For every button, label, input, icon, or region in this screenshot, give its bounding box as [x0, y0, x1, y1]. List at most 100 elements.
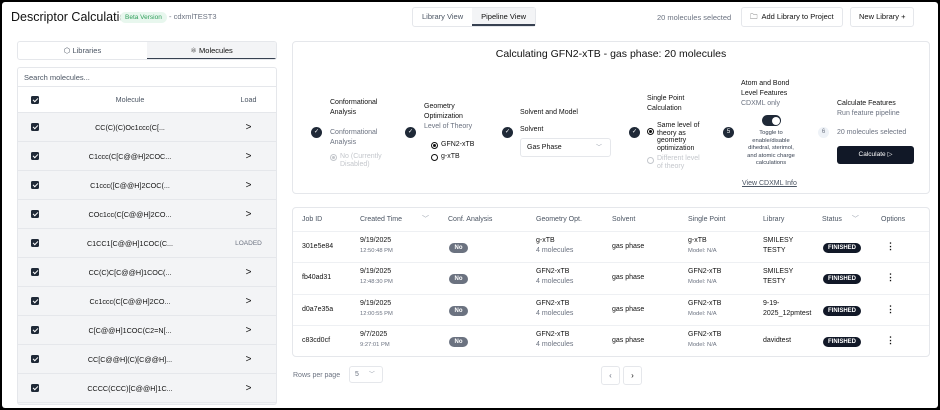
chevron-right-icon[interactable]: > — [245, 121, 252, 133]
more-options-icon[interactable]: ⋮ — [886, 272, 895, 282]
row-checkbox[interactable] — [31, 268, 39, 276]
solvent-select[interactable]: Gas Phase ﹀ — [520, 138, 611, 157]
conf-badge: No — [449, 337, 468, 347]
rows-per-page-select[interactable]: 5 ﹀ — [349, 366, 383, 383]
single-option-same[interactable]: Same level of theory as geometry optimizati… — [647, 122, 699, 152]
chevron-down-icon: ﹀ — [421, 216, 429, 223]
row-checkbox[interactable] — [31, 239, 39, 247]
step-calc-subtitle: Run feature pipeline — [837, 110, 900, 117]
molecule-row[interactable]: CC[C@@H](C)[C@@H]... > — [18, 345, 276, 374]
more-options-icon[interactable]: ⋮ — [886, 241, 895, 251]
tab-molecules[interactable]: ⚛ Molecules — [147, 42, 276, 59]
toggle-description: Toggle to enable/disable dihedral, sterimo… — [747, 130, 795, 166]
tab-libraries[interactable]: ⬡ Libraries — [63, 46, 102, 55]
smiles: CC[C@@H](C)[C@@H]... — [87, 354, 173, 364]
step-6-badge: 6 — [818, 127, 829, 138]
more-options-icon[interactable]: ⋮ — [886, 304, 895, 314]
chevron-right-icon[interactable]: > — [245, 179, 252, 191]
step-calc-title: Calculate Features — [837, 100, 896, 107]
molecule-row[interactable]: Cc1ccc(C[C@@H]2CO... > — [18, 287, 276, 316]
molecule-row[interactable]: CC(C)C[C@@H]1COC(... > — [18, 258, 276, 287]
column-created-time[interactable]: Created Time ﹀ — [360, 216, 429, 223]
geom-option-gxtb[interactable]: g-xTB — [431, 153, 460, 161]
molecule-row[interactable]: CC(C)(C)Oc1ccc(C[... > — [18, 113, 276, 142]
row-checkbox[interactable] — [31, 210, 39, 218]
add-library-button[interactable]: 🗀 Add Library to Project — [741, 7, 843, 27]
chevron-right-icon[interactable]: > — [245, 382, 252, 394]
geom-option-gfn2[interactable]: GFN2-xTB — [431, 141, 474, 149]
molecule-row[interactable]: CCCC(CCC)[C@@H]1C... > — [18, 374, 276, 403]
job-row[interactable]: fb40ad31 9/19/2025 12:48:30 PM No GFN2-xT… — [293, 263, 929, 295]
project-name: - cdxmlTEST3 — [169, 12, 217, 21]
next-page-button[interactable]: › — [623, 366, 642, 385]
column-status[interactable]: Status ﹀ — [822, 216, 859, 223]
pipeline-card: Calculating GFN2-xTB - gas phase: 20 mol… — [292, 41, 930, 194]
step-solvent-title: Solvent and Model — [520, 109, 578, 116]
sidebar-tabs: ⬡ Libraries ⚛ Molecules — [17, 41, 277, 60]
view-cdxml-info-link[interactable]: View CDXML Info — [742, 180, 797, 187]
column-load: Load — [240, 95, 257, 104]
chevron-down-icon: ﹀ — [595, 145, 602, 151]
chevron-right-icon[interactable]: > — [245, 208, 252, 220]
column-single-point: Single Point — [688, 216, 726, 223]
smiles: C1ccc(C[C@@H]2COC... — [88, 151, 172, 161]
calculate-button[interactable]: Calculate ▷ — [837, 146, 914, 164]
row-checkbox[interactable] — [31, 181, 39, 189]
chevron-right-icon[interactable]: > — [245, 324, 252, 336]
smiles: Cc1ccc(C[C@@H]2CO... — [89, 296, 171, 306]
molecule-table-header: Molecule Load — [18, 87, 276, 113]
job-row[interactable]: 301e5e84 9/19/2025 12:50:48 PM No g-xTB 4 … — [293, 232, 929, 263]
job-row[interactable]: d0a7e35a 9/19/2025 12:00:55 PM No GFN2-xT… — [293, 295, 929, 326]
column-geometry-opt: Geometry Opt. — [536, 216, 582, 223]
conf-option-no: No (Currently Disabled) — [330, 153, 382, 169]
job-row[interactable]: c83cd0cf 9/7/2025 9:27:01 PM No GFN2-xTB 4… — [302, 331, 895, 348]
pipeline-view-button[interactable]: Pipeline View — [472, 8, 536, 26]
row-checkbox[interactable] — [31, 297, 39, 305]
column-molecule: Molecule — [115, 95, 145, 104]
chevron-right-icon[interactable]: > — [245, 353, 252, 365]
molecule-row[interactable]: COc1cc(C[C@@H]2CO... > — [18, 200, 276, 229]
row-checkbox[interactable] — [31, 326, 39, 334]
selected-count: 20 molecules selected — [657, 13, 732, 22]
smiles: CC(C)(C)Oc1ccc(C[... — [95, 122, 165, 132]
pipeline-title: Calculating GFN2-xTB - gas phase: 20 mol… — [495, 48, 727, 60]
single-option-different[interactable]: Different level of theory — [647, 155, 700, 171]
conf-badge: No — [449, 306, 468, 316]
select-all-checkbox[interactable] — [31, 95, 39, 104]
step-single-title: Single Point Calculation — [647, 95, 685, 112]
page-title: Descriptor Calculation — [11, 10, 134, 24]
chevron-right-icon[interactable]: > — [245, 150, 252, 162]
molecule-row[interactable]: C1CC1[C@@H]1COC(C... LOADED — [18, 229, 276, 258]
more-options-icon[interactable]: ⋮ — [886, 335, 895, 345]
chevron-right-icon[interactable]: > — [245, 266, 252, 278]
molecule-row[interactable]: C1ccc([C@@H]2COC(... > — [18, 171, 276, 200]
search-input[interactable]: Search molecules... — [17, 67, 277, 87]
molecule-row[interactable]: C[C@@H]1COC(C2=N[... > — [18, 316, 276, 345]
column-library: Library — [763, 216, 785, 223]
step-geom-title: Geometry Optimization — [424, 103, 463, 120]
new-library-button[interactable]: New Library + — [850, 7, 915, 27]
cube-icon: ⬡ — [63, 46, 71, 55]
column-job-id: Job ID — [302, 216, 323, 223]
library-view-button[interactable]: Library View — [422, 12, 464, 21]
check-icon: ✓ — [405, 127, 416, 138]
smiles: C[C@@H]1COC(C2=N[... — [88, 325, 172, 335]
chevron-down-icon: ﹀ — [368, 372, 375, 378]
atom-features-toggle[interactable] — [762, 115, 781, 126]
conf-badge: No — [449, 243, 468, 253]
jobs-table-header: Job ID Created Time ﹀ Conf. Analysis Geo… — [293, 208, 929, 232]
molecule-row[interactable]: C1ccc(C[C@@H]2COC... > — [18, 142, 276, 171]
chevron-right-icon[interactable]: > — [245, 295, 252, 307]
row-checkbox[interactable] — [31, 355, 39, 363]
prev-page-button[interactable]: ‹ — [601, 366, 620, 385]
column-conf-analysis: Conf. Analysis — [448, 216, 493, 223]
smiles: C1ccc([C@@H]2COC(... — [90, 180, 170, 190]
row-checkbox[interactable] — [31, 123, 39, 131]
step-geom-subtitle: Level of Theory — [424, 123, 473, 130]
status-badge: FINISHED — [823, 243, 862, 253]
calc-selected-count: 20 molecules selected — [837, 129, 907, 136]
row-checkbox[interactable] — [31, 152, 39, 160]
row-checkbox[interactable] — [31, 384, 39, 392]
chevron-down-icon: ﹀ — [851, 216, 859, 223]
jobs-table: Job ID Created Time ﹀ Conf. Analysis Geo… — [292, 207, 930, 357]
